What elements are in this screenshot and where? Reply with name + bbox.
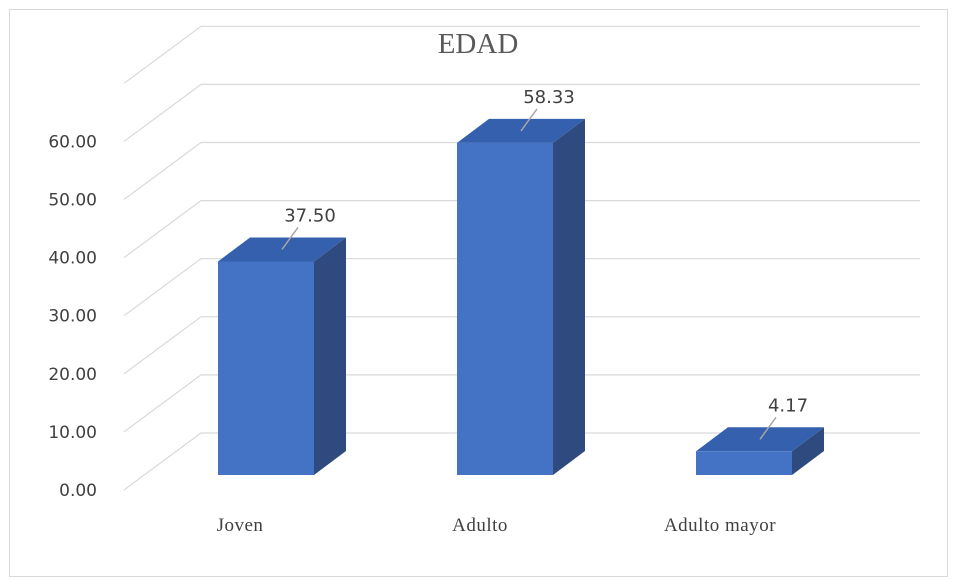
gridline: [123, 258, 920, 317]
bar-side-adulto: [553, 118, 585, 475]
bar-side-joven: [314, 237, 346, 475]
y-tick-label: 60.00: [48, 132, 97, 152]
y-tick-label: 50.00: [48, 191, 97, 211]
gridline: [123, 374, 920, 433]
gridline: [123, 83, 920, 142]
data-label: 4.17: [768, 395, 808, 416]
data-label-leader: [520, 108, 538, 132]
y-tick-label: 10.00: [48, 423, 97, 443]
y-tick-label: 20.00: [48, 365, 97, 385]
data-label-leader: [759, 416, 777, 440]
gridline: [123, 316, 920, 375]
bar-adulto-mayor: [696, 451, 792, 475]
gridline: [123, 25, 920, 84]
x-category-label: Adulto mayor: [664, 515, 776, 536]
gridline: [123, 432, 920, 491]
bar-adulto: [457, 142, 553, 475]
bar-side-adulto-mayor: [792, 427, 824, 475]
bar-joven: [218, 261, 314, 475]
y-tick-label: 0.00: [59, 481, 97, 501]
data-label-leader: [281, 227, 299, 250]
bar-top-joven: [218, 237, 346, 262]
gridline: [123, 141, 920, 200]
y-tick-label: 30.00: [48, 307, 97, 327]
x-category-label: Adulto: [452, 515, 508, 536]
y-tick-label: 40.00: [48, 249, 97, 269]
data-label: 58.33: [523, 87, 575, 108]
gridline: [123, 200, 920, 259]
chart-title: EDAD: [437, 28, 519, 60]
x-category-label: Joven: [217, 515, 264, 536]
data-label: 37.50: [284, 205, 336, 226]
